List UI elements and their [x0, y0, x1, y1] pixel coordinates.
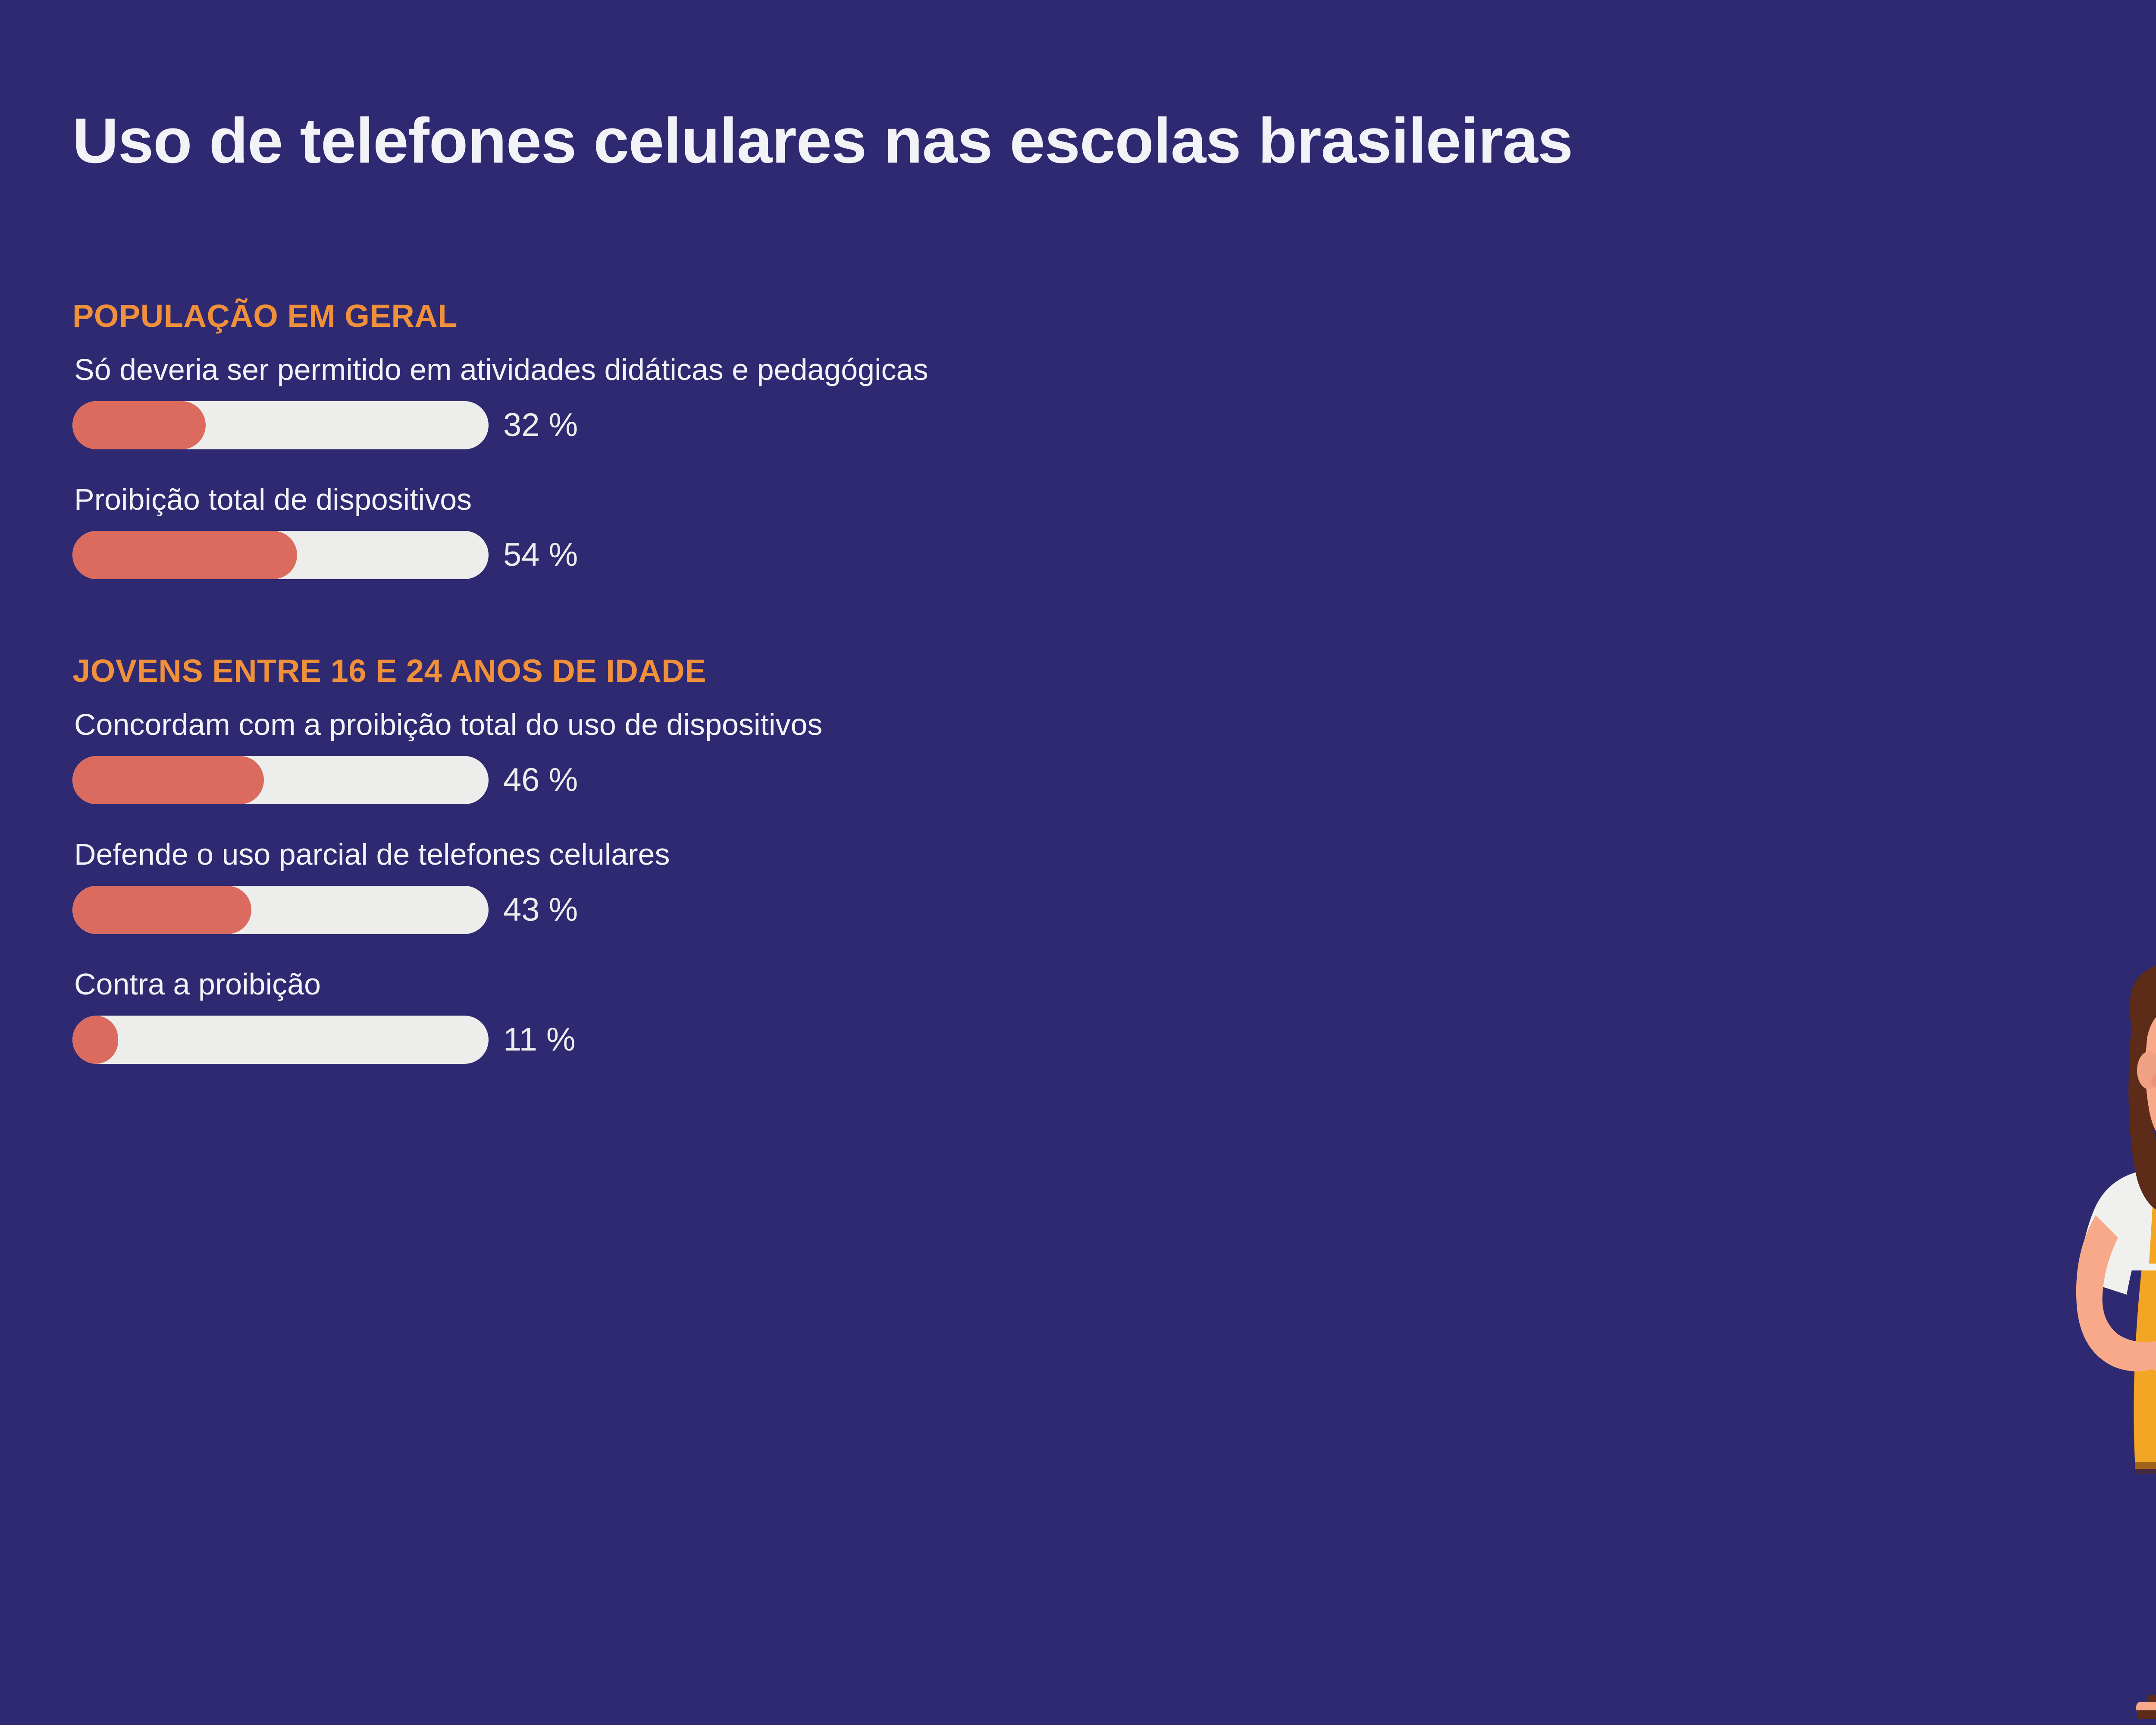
- progress-bar-row: 43 %: [72, 886, 1883, 934]
- metric-row: Contra a proibição 11 %: [72, 968, 1883, 1064]
- section-header: JOVENS ENTRE 16 E 24 ANOS DE IDADE: [72, 653, 707, 689]
- progress-bar-row: 11 %: [72, 1016, 1883, 1064]
- metric-row: Concordam com a proibição total do uso d…: [72, 708, 1883, 804]
- progress-bar-value: 43 %: [503, 891, 578, 928]
- metric-label: Proibição total de dispositivos: [74, 483, 472, 516]
- metrics-container: POPULAÇÃO EM GERAL Só deveria ser permit…: [72, 298, 1883, 1064]
- progress-bar-fill: [72, 886, 251, 934]
- progress-bar-row: 46 %: [72, 756, 1883, 804]
- metric-label: Defende o uso parcial de telefones celul…: [74, 837, 670, 871]
- girl-with-phone: [2076, 965, 2156, 1719]
- progress-bar-track: [72, 756, 489, 804]
- metric-label: Contra a proibição: [74, 967, 321, 1001]
- metric-row: Só deveria ser permitido em atividades d…: [72, 353, 1883, 449]
- progress-bar-value: 54 %: [503, 536, 578, 573]
- progress-bar-track: [72, 886, 489, 934]
- illustration-two-teenagers-with-phones: [1932, 919, 2156, 1725]
- progress-bar-row: 54 %: [72, 531, 1883, 579]
- progress-bar-track: [72, 1016, 489, 1064]
- metric-label: Concordam com a proibição total do uso d…: [74, 708, 823, 741]
- page-title: Uso de telefones celulares nas escolas b…: [72, 105, 1573, 177]
- section-jovens-16-24: JOVENS ENTRE 16 E 24 ANOS DE IDADE Conco…: [72, 652, 1883, 1064]
- progress-bar-value: 11 %: [503, 1021, 576, 1058]
- metric-label: Só deveria ser permitido em atividades d…: [74, 353, 928, 386]
- section-populacao-em-geral: POPULAÇÃO EM GERAL Só deveria ser permit…: [72, 298, 1883, 579]
- progress-bar-track: [72, 401, 489, 449]
- progress-bar-track: [72, 531, 489, 579]
- progress-bar-row: 32 %: [72, 401, 1883, 449]
- section-header: POPULAÇÃO EM GERAL: [72, 298, 458, 334]
- progress-bar-fill: [72, 756, 264, 804]
- progress-bar-fill: [72, 401, 206, 449]
- progress-bar-value: 32 %: [503, 407, 578, 443]
- metric-row: Proibição total de dispositivos 54 %: [72, 483, 1883, 579]
- metric-row: Defende o uso parcial de telefones celul…: [72, 838, 1883, 934]
- progress-bar-value: 46 %: [503, 762, 578, 798]
- progress-bar-fill: [72, 531, 298, 579]
- progress-bar-fill: [72, 1016, 119, 1064]
